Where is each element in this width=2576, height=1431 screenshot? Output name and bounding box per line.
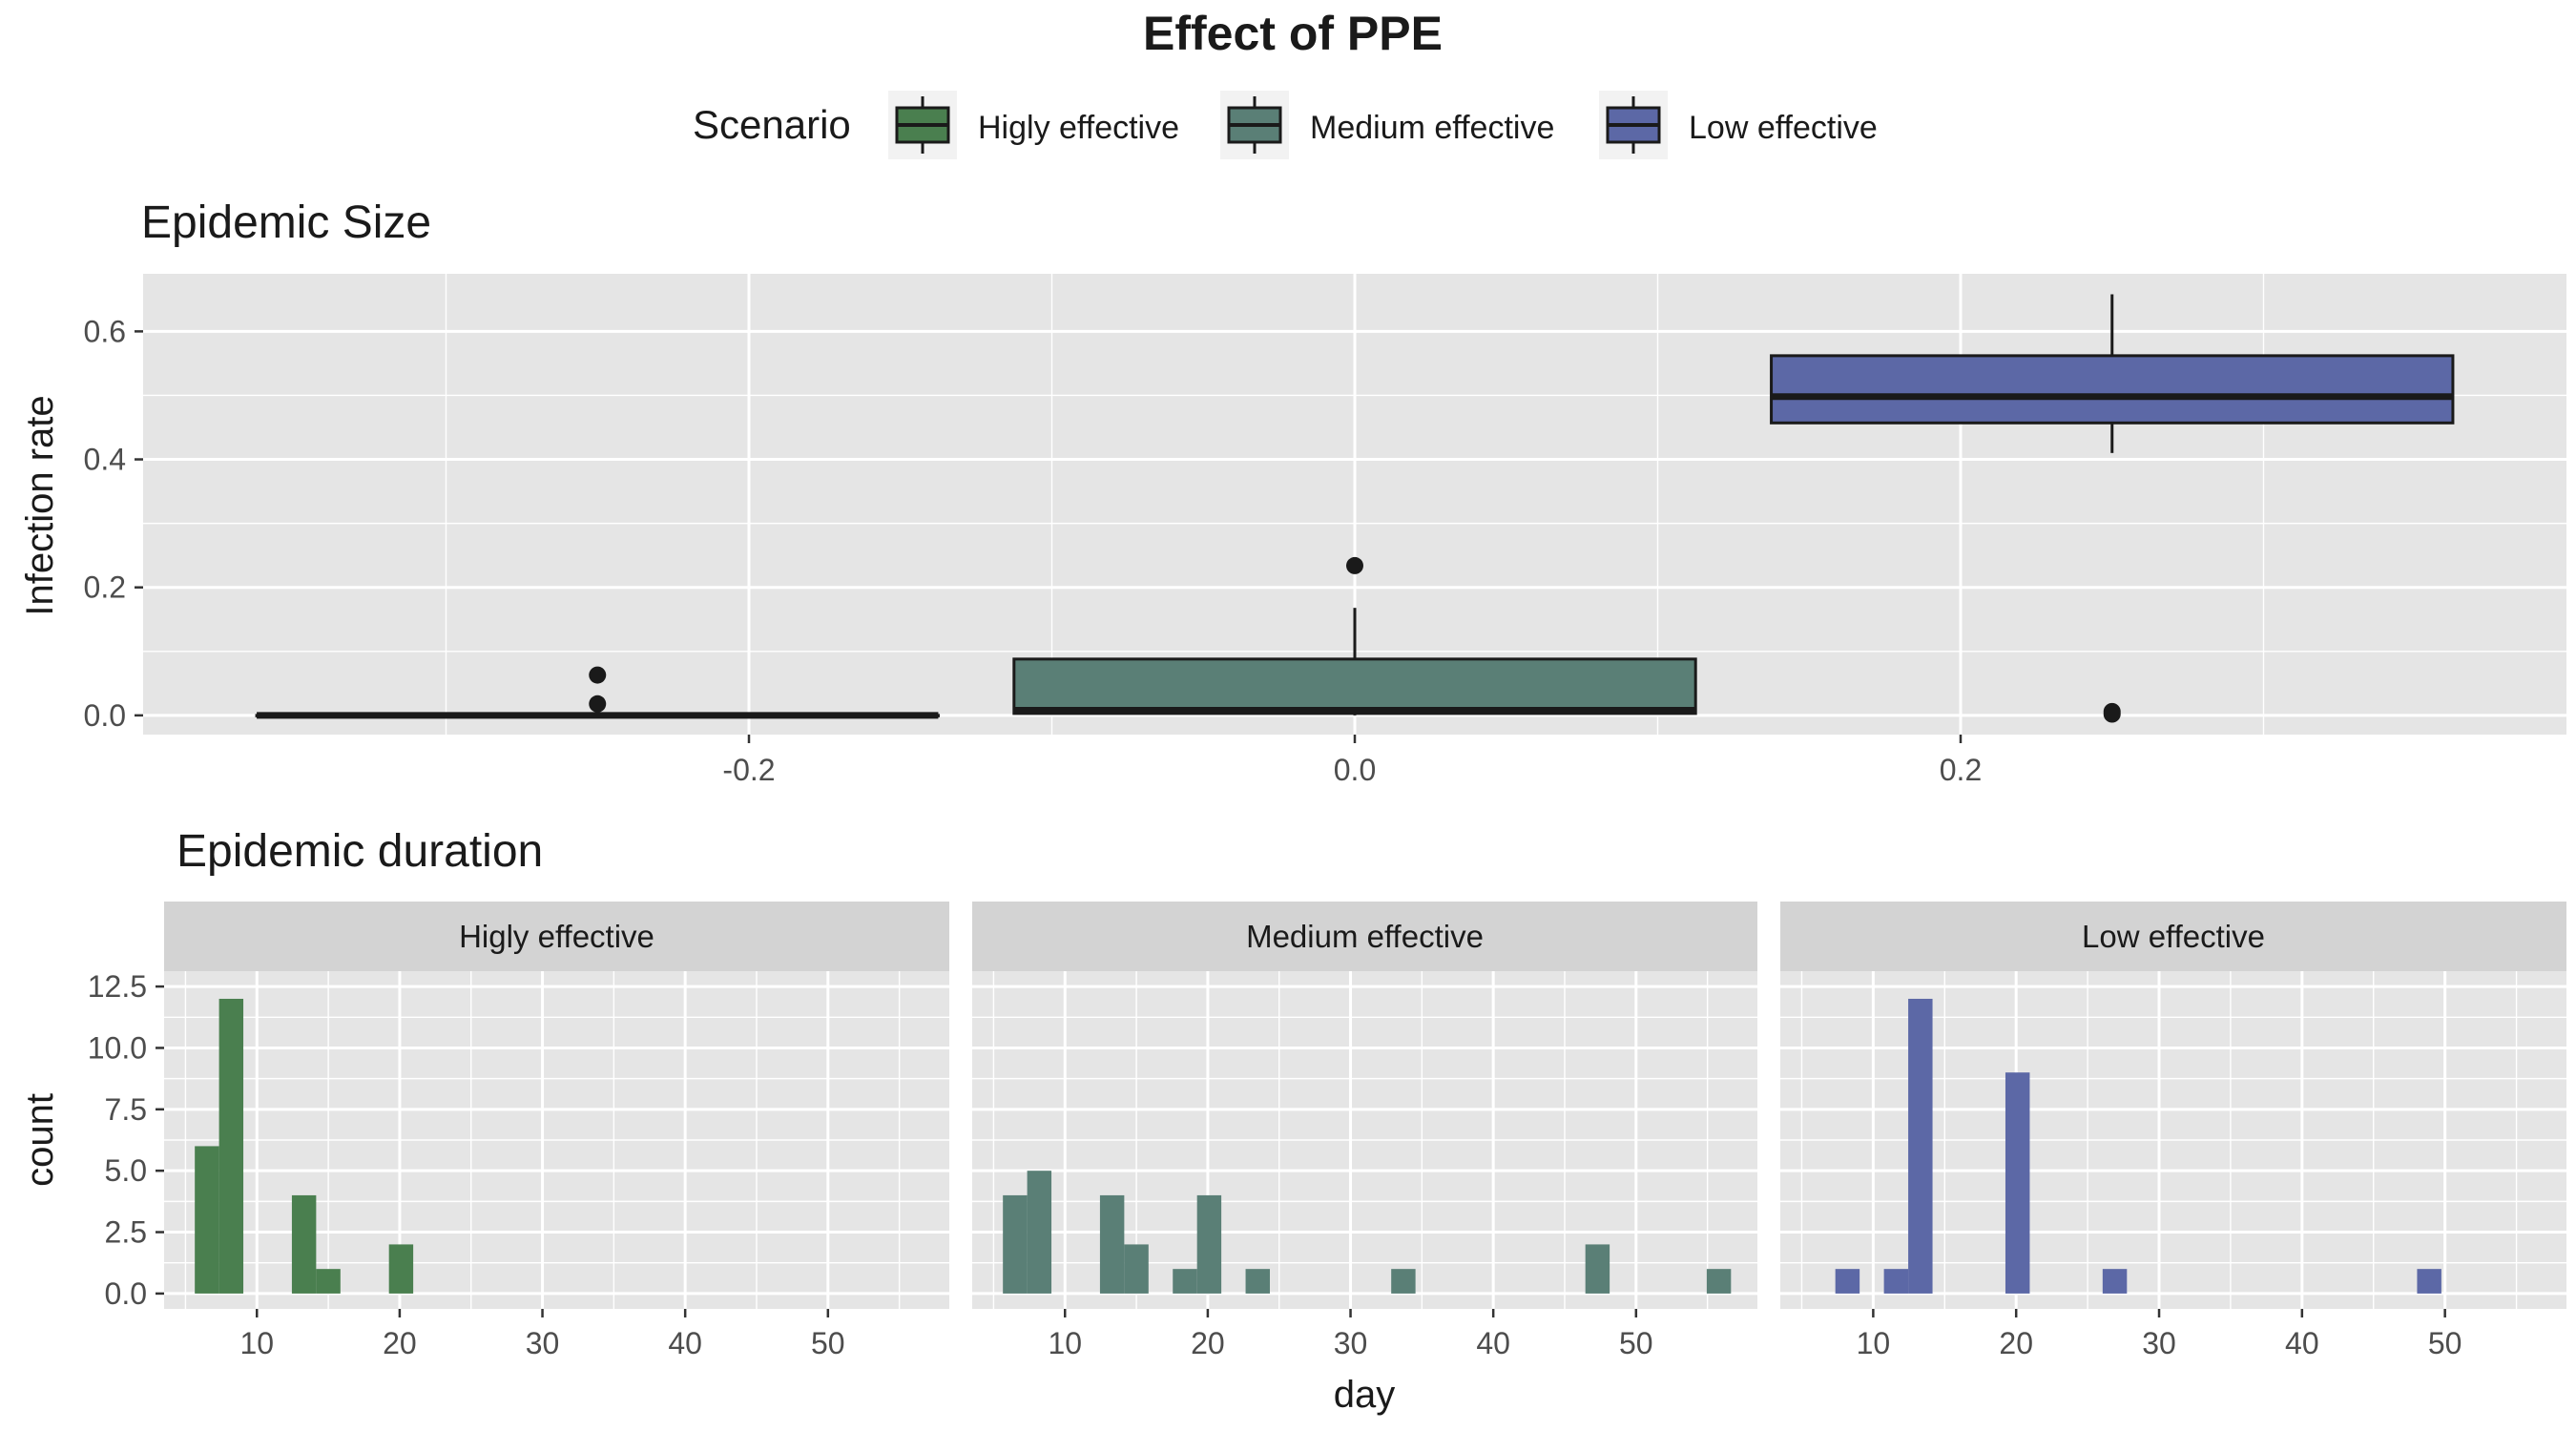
y-tick-label: 2.5 (105, 1215, 147, 1250)
facet-strip (1780, 902, 2566, 971)
x-tick-label: 30 (526, 1326, 560, 1360)
boxplot (255, 666, 940, 719)
chart-title: Effect of PPE (1143, 7, 1443, 60)
histogram-bar (2102, 1269, 2128, 1294)
epidemic-duration-y-axis-label: count (19, 1093, 61, 1187)
legend-title: Scenario (693, 102, 851, 147)
x-tick-label: 30 (2142, 1326, 2176, 1360)
histogram-bar (1908, 998, 1933, 1294)
legend-label: Low effective (1689, 110, 1878, 146)
histogram-bar (1196, 1194, 1222, 1294)
histogram-bar (1099, 1194, 1125, 1294)
epidemic-duration-x-axis-label: day (1334, 1374, 1396, 1416)
legend-entry: Medium effective (1220, 91, 1554, 159)
x-tick-label: 50 (1619, 1326, 1653, 1360)
epidemic-size-panel: -0.2 0.0 0.2 0.0 0.2 0.4 0.6 (84, 274, 2566, 787)
box (1770, 354, 2455, 425)
histogram-bar (1706, 1269, 1732, 1294)
x-tick-label: 30 (1334, 1326, 1368, 1360)
histogram-bar (1003, 1194, 1028, 1294)
x-tick-label: 20 (1191, 1326, 1225, 1360)
x-tick-label: -0.2 (722, 753, 775, 787)
histogram-bar (195, 1146, 219, 1294)
histogram-bar (1027, 1171, 1052, 1294)
facet-strip (972, 902, 1757, 971)
facet-panel: Low effective 10 20 30 40 50 (1780, 902, 2566, 1360)
boxplot (1770, 294, 2455, 723)
x-tick-label: 0.0 (1334, 753, 1376, 787)
y-tick-label: 0.0 (105, 1276, 147, 1311)
y-tick-label: 12.5 (88, 969, 147, 1004)
y-tick-label: 10.0 (88, 1030, 147, 1065)
legend-entry: Higly effective (888, 91, 1179, 159)
outlier-point (2103, 702, 2121, 720)
epidemic-duration-title: Epidemic duration (177, 826, 543, 877)
x-tick-label: 50 (811, 1326, 845, 1360)
histogram-bar (291, 1194, 317, 1294)
histogram-bar (1391, 1269, 1416, 1294)
legend: Scenario Higly effective Medium effective… (693, 91, 1878, 159)
x-tick-label: 10 (1048, 1326, 1082, 1360)
epidemic-size-title: Epidemic Size (141, 197, 431, 248)
histogram-bar (218, 998, 244, 1294)
y-tick-label: 7.5 (105, 1092, 147, 1127)
histogram-bar (2005, 1072, 2030, 1294)
x-tick-label: 10 (1857, 1326, 1891, 1360)
y-tick-label: 0.2 (84, 570, 126, 605)
y-tick-label: 0.0 (84, 698, 126, 733)
y-tick-label: 0.4 (84, 443, 126, 477)
legend-label: Medium effective (1310, 110, 1554, 146)
histogram-bar (1245, 1269, 1270, 1294)
histogram-bar (1124, 1244, 1149, 1294)
y-tick-label: 5.0 (105, 1153, 147, 1188)
x-tick-label: 40 (1476, 1326, 1510, 1360)
x-tick-label: 0.2 (1940, 753, 1982, 787)
outlier-point (1346, 556, 1363, 574)
x-tick-label: 20 (383, 1326, 417, 1360)
histogram-bar (388, 1244, 414, 1294)
x-tick-label: 40 (668, 1326, 702, 1360)
epidemic-duration-panels: Higly effective 10 20 30 40 50 0.0 2.5 5.0 7.5 10.… (88, 902, 2566, 1360)
histogram-bar (2417, 1269, 2441, 1294)
facet-panel: Higly effective 10 20 30 40 50 0.0 2.5 5.0 7.5 10.… (88, 902, 949, 1360)
facet-strip (164, 902, 949, 971)
legend-label: Higly effective (978, 110, 1179, 146)
legend-entry: Low effective (1599, 91, 1878, 159)
x-tick-label: 50 (2428, 1326, 2462, 1360)
x-tick-label: 10 (239, 1326, 274, 1360)
outlier-point (589, 666, 607, 684)
facet-strip-label: Low effective (2082, 919, 2265, 954)
facet-strip-label: Higly effective (459, 919, 654, 954)
histogram-bar (1835, 1269, 1860, 1294)
boxplot (1012, 556, 1697, 716)
y-tick-label: 0.6 (84, 314, 126, 348)
epidemic-size-y-axis-label: Infection rate (19, 395, 61, 615)
facet-strip-label: Medium effective (1246, 919, 1484, 954)
outlier-point (589, 695, 607, 713)
histogram-bar (1173, 1269, 1197, 1294)
box (1012, 657, 1697, 716)
x-tick-label: 40 (2285, 1326, 2319, 1360)
histogram-bar (316, 1269, 341, 1294)
facet-panel: Medium effective 10 20 30 40 50 (972, 902, 1757, 1360)
x-tick-label: 20 (1999, 1326, 2033, 1360)
histogram-bar (1585, 1244, 1610, 1294)
histogram-bar (1883, 1269, 1909, 1294)
